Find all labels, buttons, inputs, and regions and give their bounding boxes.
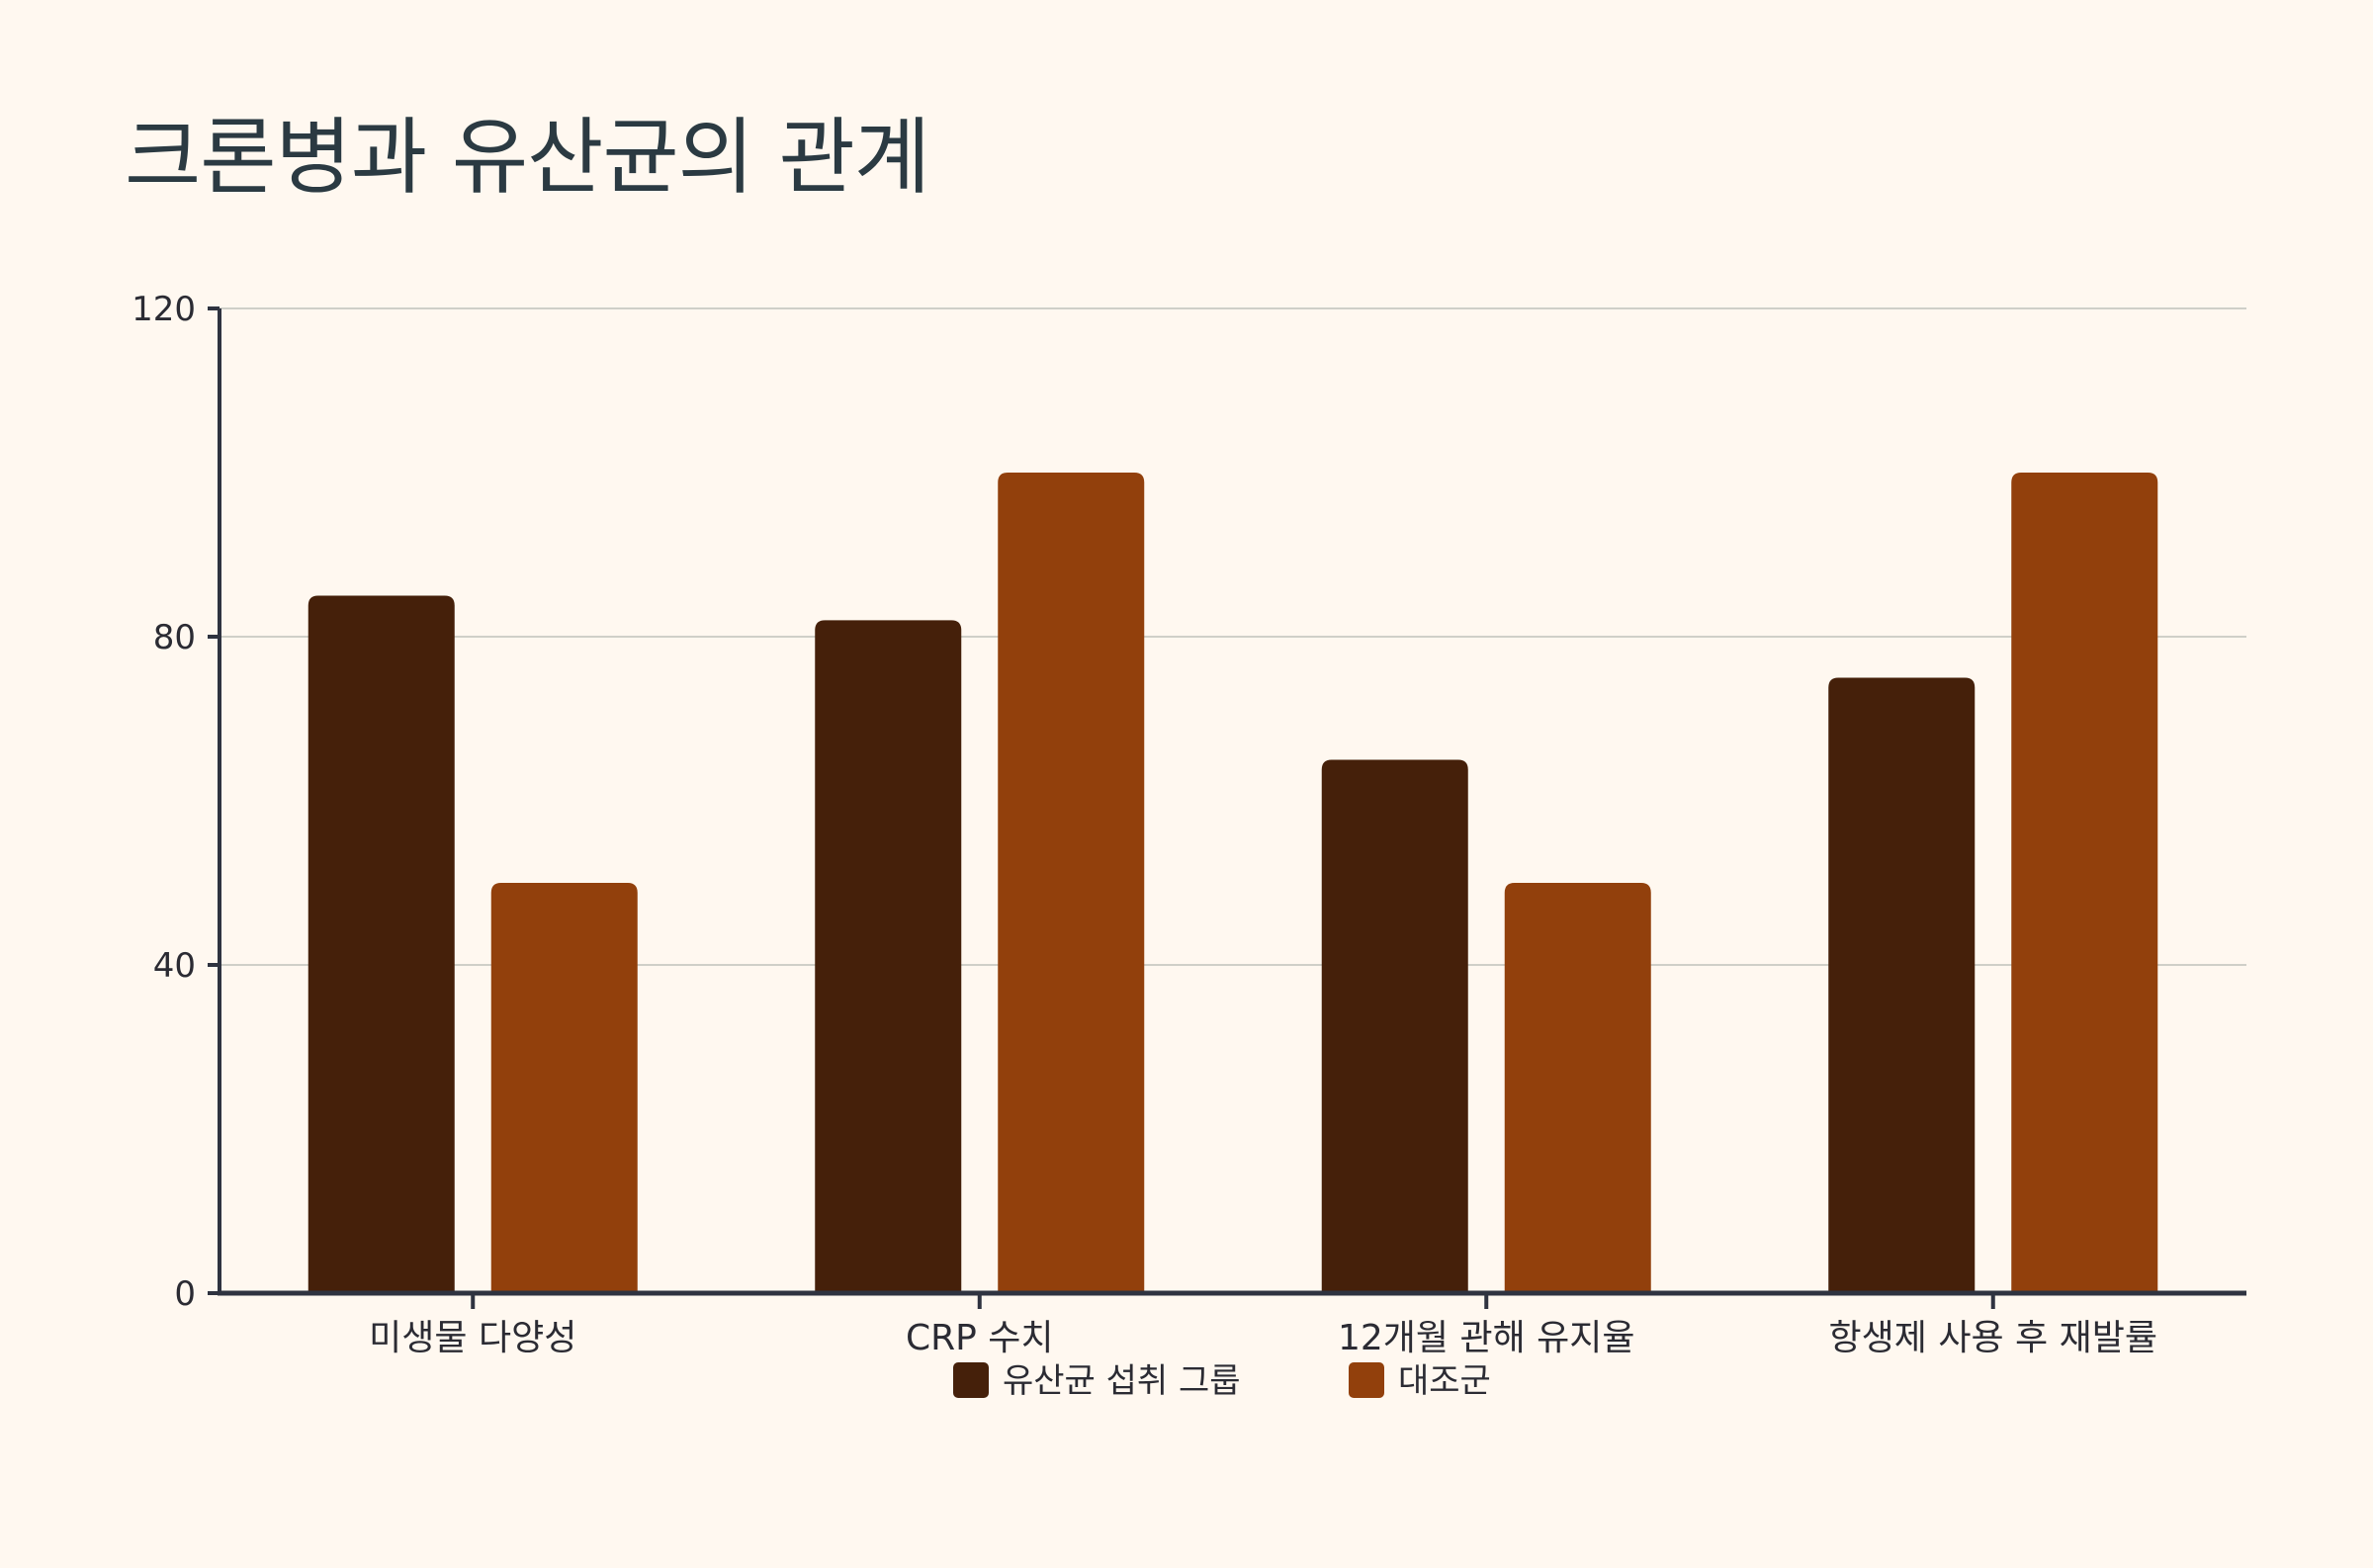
bar bbox=[308, 595, 455, 1293]
bar bbox=[1504, 883, 1651, 1293]
bar bbox=[1828, 677, 1976, 1293]
x-tick-label: 미생물 다양성 bbox=[369, 1318, 576, 1358]
bars bbox=[308, 473, 2158, 1293]
x-tick-label: 12개월 관해 유지율 bbox=[1338, 1318, 1635, 1358]
y-tick-label: 80 bbox=[153, 618, 196, 657]
chart-title: 크론병과 유산균의 관계 bbox=[125, 109, 930, 206]
y-tick-label: 40 bbox=[153, 946, 196, 986]
bar bbox=[998, 473, 1145, 1293]
legend-swatch bbox=[953, 1362, 989, 1398]
bar bbox=[1321, 759, 1468, 1293]
legend-label: 유산균 섭취 그룹 bbox=[1003, 1361, 1241, 1401]
y-tick-label: 0 bbox=[174, 1274, 196, 1314]
legend-label: 대조군 bbox=[1398, 1361, 1491, 1401]
x-tick-label: 항생제 사용 후 재발률 bbox=[1829, 1318, 2157, 1358]
x-tick-label: CRP 수치 bbox=[906, 1318, 1054, 1358]
axes: 0 40 80 120 미생물 다양성 CRP 수치 12개월 관해 유지율 항생제 사용 후… bbox=[132, 290, 2246, 1358]
legend-swatch bbox=[1349, 1362, 1384, 1398]
y-tick-label: 120 bbox=[132, 290, 196, 329]
bar bbox=[490, 883, 638, 1293]
legend: 유산균 섭취 그룹 대조군 bbox=[953, 1361, 1491, 1401]
bar bbox=[815, 620, 962, 1293]
bar bbox=[2011, 473, 2158, 1293]
